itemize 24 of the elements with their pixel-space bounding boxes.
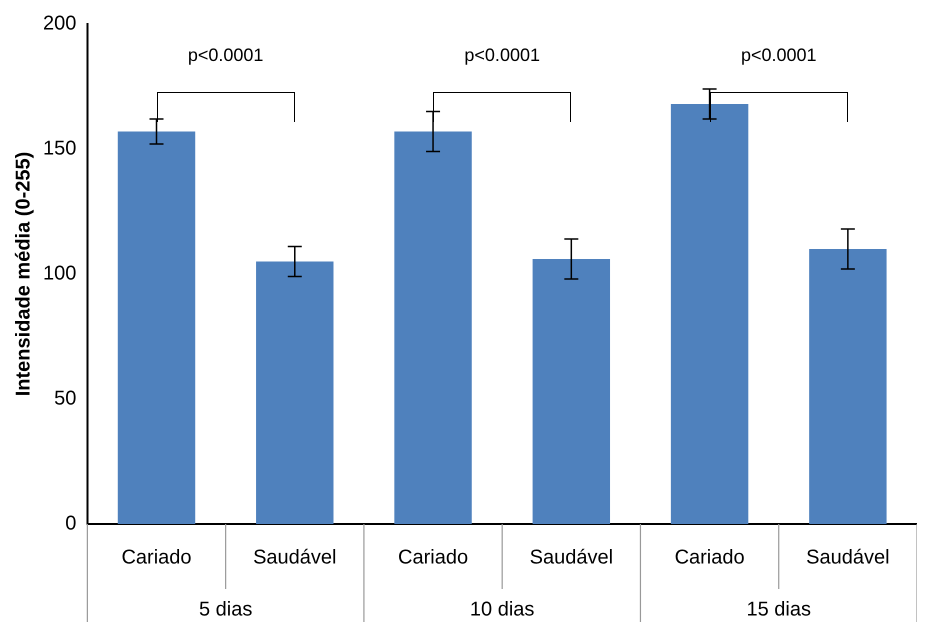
bar xyxy=(670,104,748,524)
x-tick-label: Cariado xyxy=(674,546,745,569)
annotation: p<0.0001 xyxy=(188,44,264,65)
text: 15 dias xyxy=(746,598,811,621)
y-tick-label: 0 xyxy=(65,512,76,535)
y-axis-title: Intensidade média (0-255) xyxy=(12,152,35,396)
text: 5 dias xyxy=(198,598,252,621)
x-tick-label: Saudável xyxy=(253,546,336,569)
x-tick-label: Cariado xyxy=(121,546,192,569)
bar xyxy=(256,262,334,524)
annotation: p<0.0001 xyxy=(464,44,540,65)
bar xyxy=(809,249,887,524)
bar xyxy=(532,259,610,524)
y-tick-label: 150 xyxy=(42,138,76,160)
y-tick-label: 200 xyxy=(42,12,76,35)
bar xyxy=(394,132,472,524)
text: 10 dias xyxy=(470,598,534,621)
y-tick-label: 50 xyxy=(54,388,76,410)
y-tick-label: 100 xyxy=(42,262,76,285)
annotation: p<0.0001 xyxy=(740,44,817,65)
bar xyxy=(118,132,196,524)
x-tick-label: Cariado xyxy=(398,546,468,569)
x-tick-label: Saudável xyxy=(806,546,890,569)
x-tick-label: Saudável xyxy=(530,546,614,569)
